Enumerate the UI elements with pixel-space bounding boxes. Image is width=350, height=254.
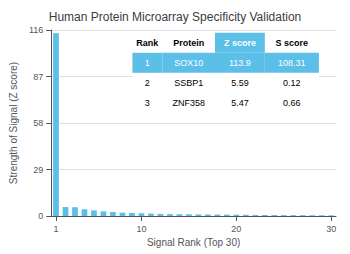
svg-text:87: 87 bbox=[33, 72, 43, 82]
svg-text:SOX10: SOX10 bbox=[174, 58, 203, 68]
svg-text:2: 2 bbox=[145, 78, 150, 88]
svg-text:ZNF358: ZNF358 bbox=[172, 98, 205, 108]
svg-text:20: 20 bbox=[231, 224, 241, 234]
svg-text:S score: S score bbox=[276, 38, 309, 48]
svg-text:SSBP1: SSBP1 bbox=[174, 78, 203, 88]
svg-text:3: 3 bbox=[145, 98, 150, 108]
svg-text:Z score: Z score bbox=[224, 38, 256, 48]
svg-text:Rank: Rank bbox=[136, 38, 159, 48]
svg-text:Human Protein Microarray Speci: Human Protein Microarray Specificity Val… bbox=[49, 10, 302, 24]
svg-text:0: 0 bbox=[38, 211, 43, 221]
svg-text:1: 1 bbox=[53, 224, 58, 234]
svg-text:0.12: 0.12 bbox=[283, 78, 301, 88]
svg-text:58: 58 bbox=[33, 118, 43, 128]
svg-text:29: 29 bbox=[33, 165, 43, 175]
svg-text:1: 1 bbox=[145, 58, 150, 68]
svg-text:Protein: Protein bbox=[173, 38, 204, 48]
svg-text:116: 116 bbox=[29, 25, 43, 35]
svg-text:0.66: 0.66 bbox=[283, 98, 301, 108]
svg-text:5.59: 5.59 bbox=[231, 78, 249, 88]
svg-text:10: 10 bbox=[136, 224, 146, 234]
svg-text:Strength of Signal (Z score): Strength of Signal (Z score) bbox=[8, 62, 19, 184]
svg-text:113.9: 113.9 bbox=[229, 58, 251, 68]
svg-text:5.47: 5.47 bbox=[231, 98, 249, 108]
svg-text:30: 30 bbox=[326, 224, 336, 234]
svg-text:108.31: 108.31 bbox=[278, 58, 306, 68]
svg-text:Signal Rank (Top 30): Signal Rank (Top 30) bbox=[147, 237, 240, 248]
